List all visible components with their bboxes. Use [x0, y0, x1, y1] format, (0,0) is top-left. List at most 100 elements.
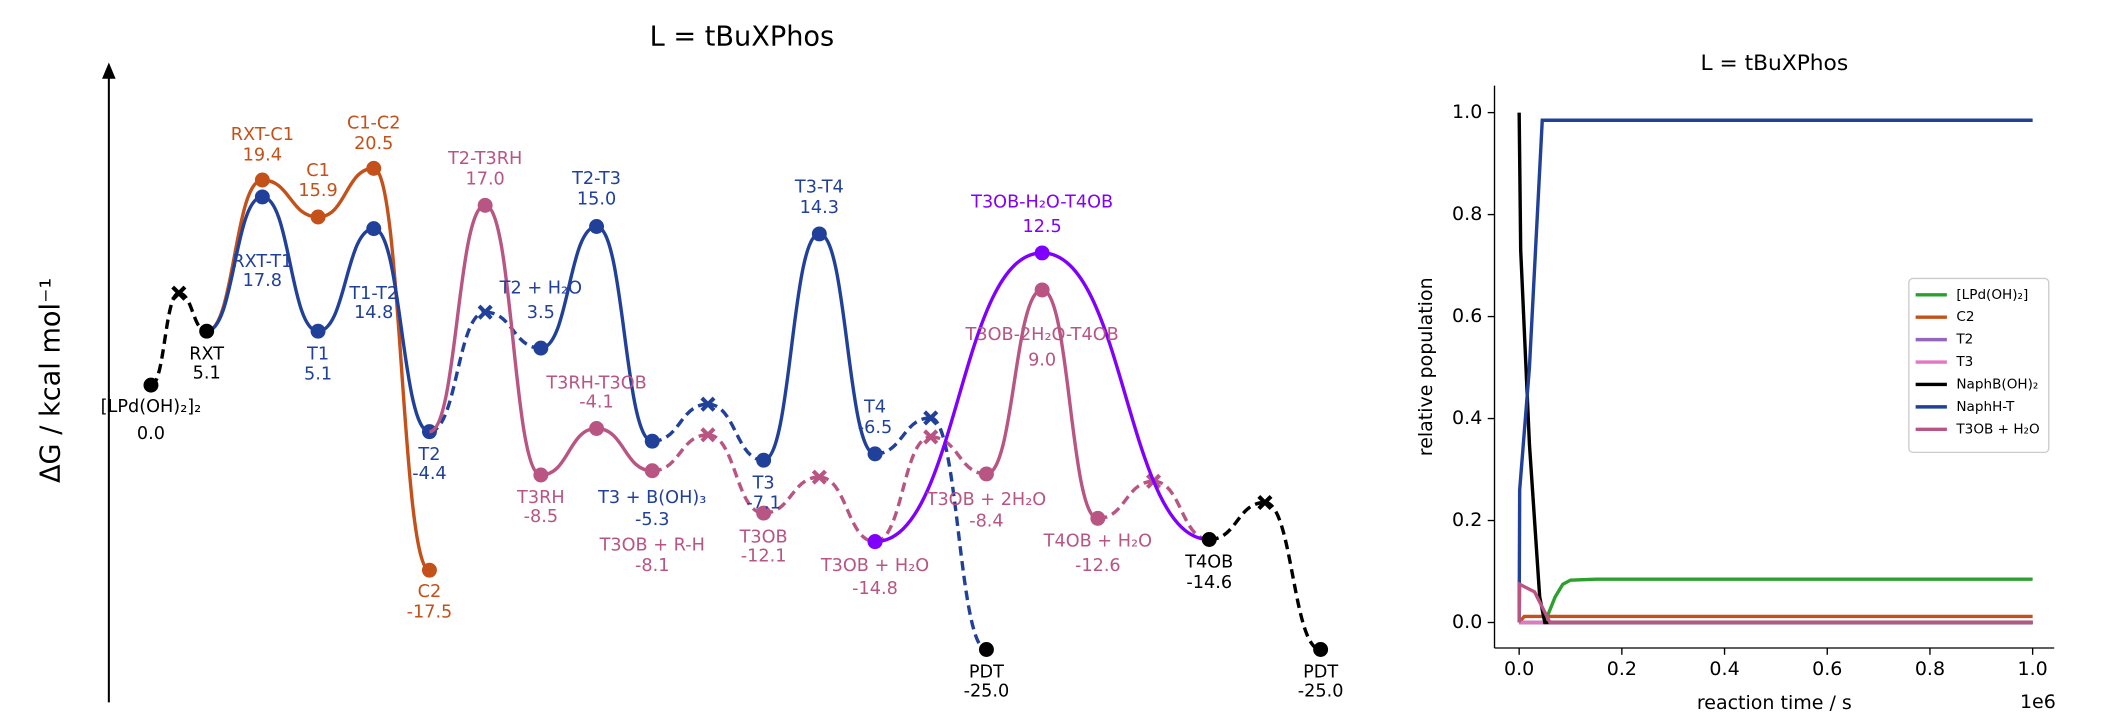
profile-segment: [261, 195, 319, 333]
state-dot: [1201, 532, 1217, 547]
legend-label: T3OB + H₂O: [1955, 421, 2039, 437]
profile-segment: [372, 166, 431, 572]
profile-segment: [206, 195, 263, 333]
y-tick-label: 0.8: [1452, 203, 1482, 225]
state-label: T3: [752, 473, 775, 493]
value-label: 0.0: [137, 424, 165, 444]
transition-cross: [923, 410, 939, 426]
state-label: C1: [306, 161, 330, 181]
state-label: T3RH-T3OB: [545, 374, 646, 394]
state-dot: [477, 197, 493, 213]
value-label: 15.9: [298, 181, 337, 201]
profile-segment: [150, 291, 180, 387]
legend-label: NaphH-T: [1956, 399, 2015, 415]
state-dot: [421, 562, 437, 578]
y-tick-label: 0.2: [1452, 509, 1482, 531]
state-label: T2-T3: [571, 169, 621, 189]
transition-cross: [477, 304, 493, 320]
legend-label: T3: [1955, 354, 1973, 370]
state-dot: [589, 219, 605, 234]
legend-box: [1908, 277, 2050, 454]
state-label: RXT-T1: [232, 252, 292, 272]
state-label: T4OB: [1184, 553, 1233, 573]
state-dot: [533, 340, 549, 356]
state-label: T4OB + H₂O: [1043, 531, 1152, 551]
state-dot: [366, 160, 382, 176]
x-tick-label: 0.8: [1915, 658, 1945, 680]
profile-segment: [1042, 251, 1210, 542]
value-label: 19.4: [243, 146, 282, 166]
transition-cross: [171, 285, 187, 301]
value-label: -25.0: [1298, 682, 1344, 702]
chart-title: L = tBuXPhos: [650, 22, 835, 53]
value-label: 12.5: [1022, 217, 1061, 237]
profile-segment: [707, 402, 764, 462]
state-dot: [867, 534, 883, 550]
profile-segment: [819, 475, 876, 544]
state-label: T3 + B(OH)₃: [597, 488, 706, 508]
value-label: -12.1: [741, 547, 787, 567]
y-axis-label: ΔG / kcal mol⁻¹: [35, 278, 66, 483]
value-label: -8.1: [635, 556, 669, 576]
y-tick-label: 0.0: [1452, 611, 1482, 633]
value-label: -8.5: [524, 507, 558, 527]
profile-segment: [317, 226, 375, 333]
state-dot: [644, 463, 660, 479]
axis-arrow: [102, 62, 116, 79]
state-label: [LPd(OH)₂]₂: [101, 397, 202, 417]
state-label: T2: [417, 445, 440, 465]
state-dot: [310, 209, 326, 225]
transition-cross: [923, 429, 939, 445]
state-label: C1-C2: [347, 114, 401, 134]
state-dot: [589, 421, 605, 436]
value-label: -7.1: [746, 494, 780, 514]
transition-cross: [700, 396, 716, 412]
y-tick-label: 0.6: [1452, 305, 1482, 327]
state-label: RXT: [189, 344, 224, 364]
value-label: -5.3: [635, 510, 669, 530]
y-tick-label: 0.4: [1452, 407, 1482, 429]
state-dot: [756, 505, 772, 521]
value-label: -14.6: [1186, 573, 1232, 593]
value-label: 5.1: [304, 365, 332, 385]
population-line: [1517, 118, 2033, 623]
transition-cross: [811, 469, 827, 485]
state-dot: [978, 466, 994, 482]
state-dot: [644, 433, 660, 449]
state-label: T3OB-2H₂O-T4OB: [965, 325, 1119, 345]
state-label: PDT: [969, 663, 1004, 683]
profile-segment: [930, 416, 988, 652]
y-tick-label: 1.0: [1452, 101, 1482, 123]
profile-segment: [540, 426, 597, 477]
profile-segment: [707, 433, 764, 515]
state-label: PDT: [1303, 663, 1338, 683]
value-label: 3.5: [527, 303, 555, 323]
profile-segment: [1041, 288, 1099, 521]
legend-label: C2: [1956, 309, 1974, 325]
x-axis-label: reaction time / s: [1697, 692, 1852, 714]
x-tick-label: 1.0: [2018, 658, 2048, 680]
profile-segment: [428, 203, 486, 434]
profile-segment: [874, 435, 932, 544]
state-dot: [1090, 510, 1106, 526]
profile-segment: [1209, 500, 1266, 542]
value-label: -17.5: [407, 602, 453, 622]
state-label: T1: [306, 344, 329, 364]
value-label: -8.4: [969, 511, 1003, 531]
profile-segment: [985, 288, 1043, 476]
value-label: -12.6: [1075, 556, 1121, 576]
profile-segment: [763, 475, 820, 515]
legend-label: NaphB(OH)₂: [1956, 376, 2038, 392]
state-label: C2: [418, 582, 442, 602]
value-label: 14.3: [800, 198, 839, 218]
profile-segment: [930, 435, 987, 476]
state-label: RXT-C1: [231, 125, 294, 145]
state-label: T3-T4: [794, 178, 844, 198]
profile-segment: [262, 178, 319, 219]
profile-segment: [1097, 479, 1154, 521]
x-tick-label: 0.2: [1607, 658, 1637, 680]
value-label: 20.5: [354, 134, 393, 154]
population-line: [1517, 581, 2033, 625]
state-label: T3RH: [516, 488, 565, 508]
legend-label: [LPd(OH)₂]: [1956, 287, 2028, 303]
